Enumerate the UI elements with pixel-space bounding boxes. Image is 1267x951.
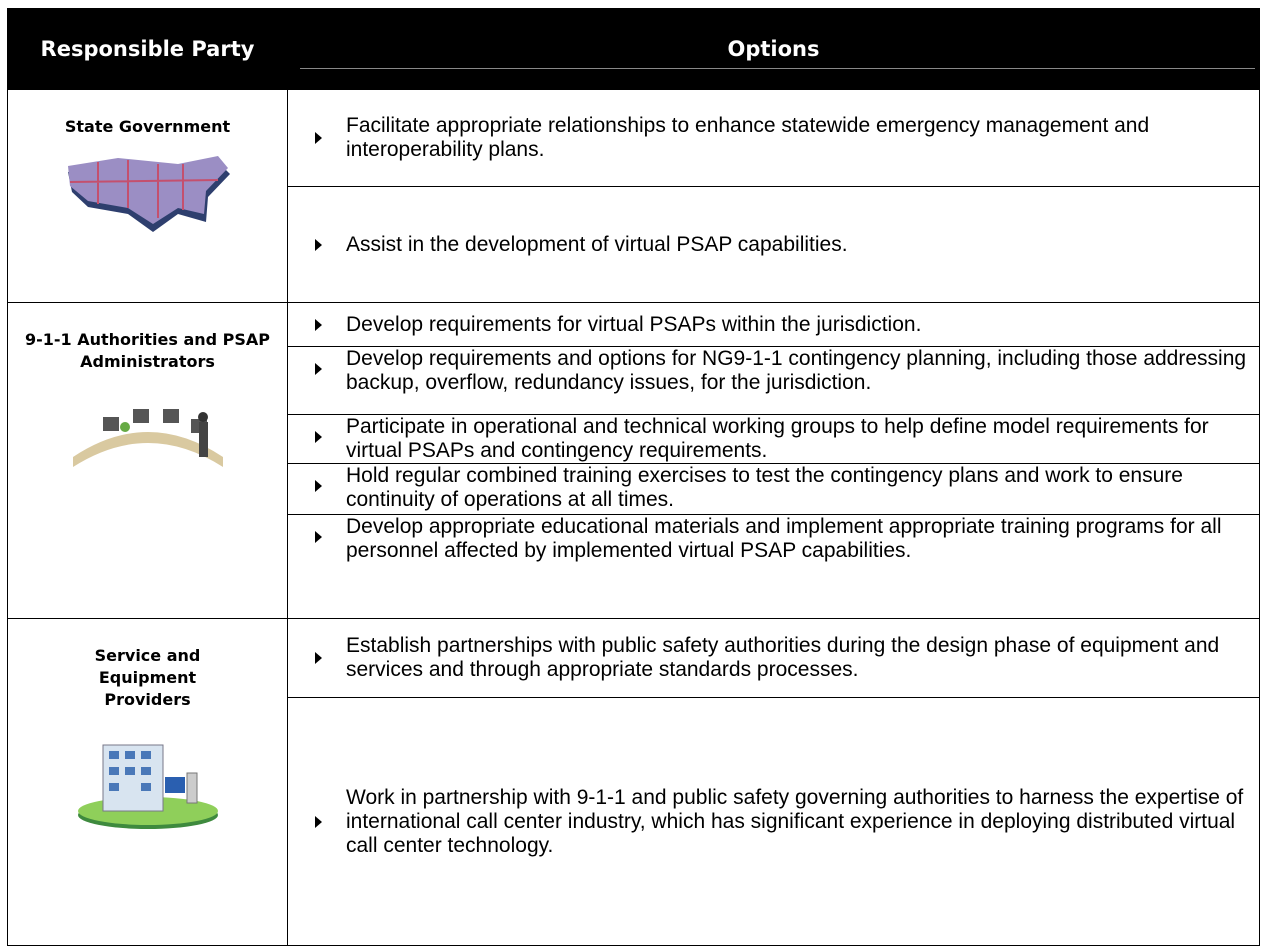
party-cell: Service and Equipment Providers (7, 618, 288, 946)
option-cell: Hold regular combined training exercises… (287, 463, 1260, 515)
option-cell: Assist in the development of virtual PSA… (287, 186, 1260, 303)
table-row: Develop requirements and options for NG9… (8, 346, 1260, 415)
party-name: 9-1-1 Authorities and PSAP Administrator… (24, 330, 271, 371)
table-row: Participate in operational and technical… (8, 414, 1260, 464)
header-cell: Options (287, 8, 1260, 90)
options-table-wrap: Responsible Party Options State Governme… (7, 8, 1260, 946)
options-table: Responsible Party Options State Governme… (7, 8, 1260, 946)
header-cell: Responsible Party (7, 8, 288, 90)
option-cell: Work in partnership with 9-1-1 and publi… (287, 697, 1260, 946)
table-body: Responsible Party Options State Governme… (7, 8, 1260, 946)
us-map-icon (67, 156, 230, 232)
table-row: State Government Facilitate appropriate r… (7, 89, 1260, 303)
table-row: Hold regular combined training exercises… (8, 463, 1260, 515)
party-cell: State Government (7, 89, 288, 303)
option-cell: Develop requirements and options for NG9… (287, 346, 1260, 415)
table-row: Develop appropriate educational material… (8, 514, 1260, 619)
header-row: Responsible Party Options (7, 8, 1260, 90)
table-row: Work in partnership with 9-1-1 and publi… (8, 697, 1260, 946)
option-cell: Participate in operational and technical… (287, 414, 1260, 464)
dispatch-center-icon (72, 409, 223, 467)
table-row: Assist in the development of virtual PSA… (8, 186, 1260, 303)
option-cell: Develop appropriate educational material… (287, 514, 1260, 619)
option-cell: Facilitate appropriate relationships to … (287, 89, 1260, 187)
table-row: Service and Equipment Providers Establish… (7, 618, 1260, 946)
building-icon (77, 744, 218, 829)
option-cell: Develop requirements for virtual PSAPs w… (287, 302, 1260, 347)
party-name: State Government (64, 117, 231, 136)
option-cell: Establish partnerships with public safet… (287, 618, 1260, 698)
party-cell: 9-1-1 Authorities and PSAP Administrator… (7, 302, 288, 619)
party-name: Service and Equipment Providers (94, 646, 201, 709)
table-row: 9-1-1 Authorities and PSAP Administrator… (7, 302, 1260, 619)
